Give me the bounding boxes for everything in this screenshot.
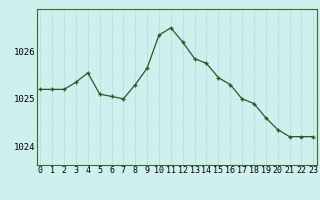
Text: Graphe pression niveau de la mer (hPa): Graphe pression niveau de la mer (hPa) xyxy=(25,182,295,195)
